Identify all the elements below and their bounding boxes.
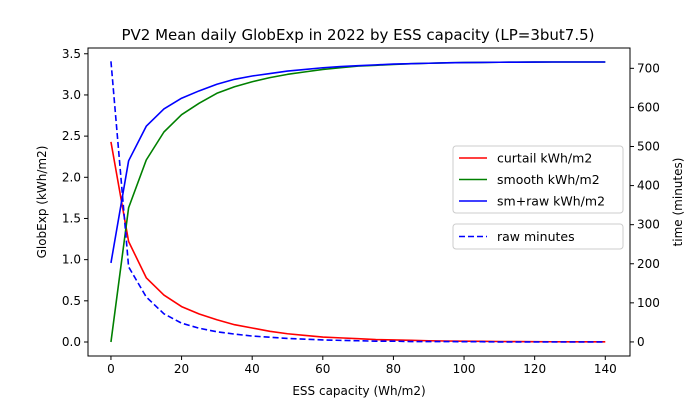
legend-label: sm+raw kWh/m2: [497, 194, 605, 209]
y-tick-label: 3.0: [62, 88, 81, 102]
x-tick-label: 140: [594, 362, 617, 376]
y2-tick-label: 600: [637, 100, 660, 114]
x-tick-label: 60: [315, 362, 330, 376]
x-tick-label: 0: [107, 362, 115, 376]
x-tick-label: 80: [386, 362, 401, 376]
plot-frame: [87, 47, 631, 357]
y-axis-left-label: GlobExp (kWh/m2): [35, 146, 49, 259]
legend-box: [452, 145, 624, 214]
y-tick-label: 1.5: [62, 211, 81, 225]
legend-right-axis: raw minutes: [452, 223, 624, 250]
y2-tick-label: 100: [637, 296, 660, 310]
y2-tick-label: 200: [637, 257, 660, 271]
y-tick-label: 0.0: [62, 335, 81, 349]
x-tick-label: 100: [453, 362, 476, 376]
legend-label: curtail kWh/m2: [497, 151, 592, 166]
y-axis-right-label: time (minutes): [671, 158, 685, 247]
series-line-2: [110, 61, 606, 264]
y-tick-label: 2.0: [62, 170, 81, 184]
x-axis-label: ESS capacity (Wh/m2): [292, 384, 425, 398]
x-tick-label: 40: [245, 362, 260, 376]
x-axis-ticks: 0 20 40 60 80 100 120 140: [107, 356, 617, 376]
y2-tick-label: 500: [637, 139, 660, 153]
y-tick-label: 2.5: [62, 129, 81, 143]
legend-label: smooth kWh/m2: [497, 172, 600, 187]
series-line-3: [110, 61, 606, 343]
y2-tick-label: 700: [637, 61, 660, 75]
y2-tick-label: 0: [637, 335, 645, 349]
y-axis-right-ticks: 0 100 200 300 400 500 600 700: [630, 61, 660, 349]
y-tick-label: 1.0: [62, 253, 81, 267]
legend-box: [452, 223, 624, 250]
y-tick-label: 3.5: [62, 47, 81, 61]
x-tick-label: 20: [174, 362, 189, 376]
chart-title: PV2 Mean daily GlobExp in 2022 by ESS ca…: [122, 26, 595, 44]
legend-label: raw minutes: [497, 229, 575, 244]
y-tick-label: 0.5: [62, 294, 81, 308]
y2-tick-label: 400: [637, 179, 660, 193]
plot-lines: [110, 61, 606, 343]
x-tick-label: 120: [523, 362, 546, 376]
y2-tick-label: 300: [637, 218, 660, 232]
y-axis-left-ticks: 0.0 0.5 1.0 1.5 2.0 2.5 3.0 3.5: [62, 47, 88, 349]
legend-left-axis: curtail kWh/m2 smooth kWh/m2 sm+raw kWh/m2: [452, 145, 624, 214]
series-line-0: [110, 141, 606, 343]
